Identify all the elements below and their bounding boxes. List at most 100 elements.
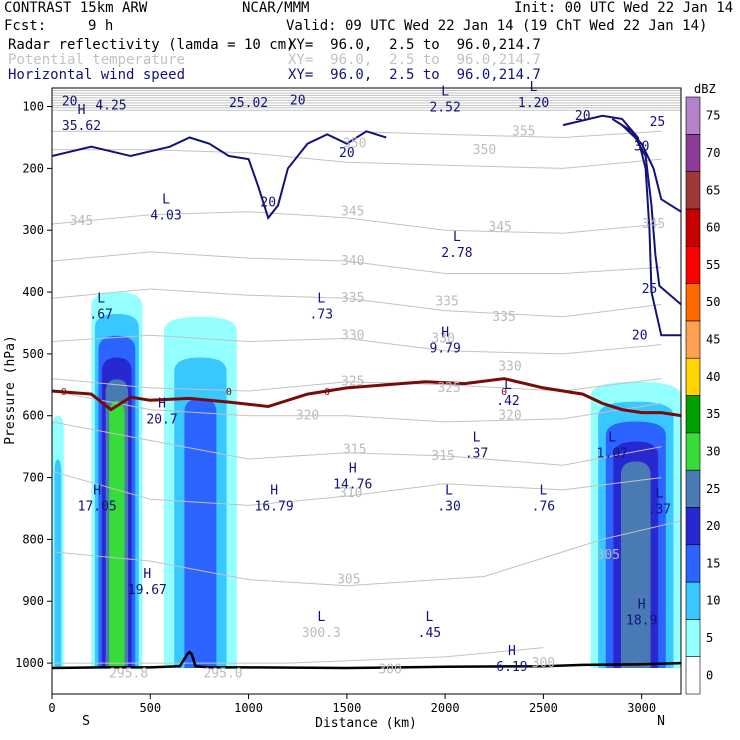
wind-label: 20 xyxy=(290,93,306,108)
reflectivity-cell-0-level-30 xyxy=(109,401,125,669)
theta-label: 345 xyxy=(488,220,511,235)
colorbar-swatch-5 xyxy=(685,619,701,657)
extremum-value: 9.79 xyxy=(429,342,460,357)
extremum-value: .37 xyxy=(648,502,671,517)
colorbar-label: 70 xyxy=(706,146,720,160)
x-tick-label: 1000 xyxy=(234,701,263,715)
theta-contour-300 xyxy=(52,647,544,664)
theta-contour-340 xyxy=(52,251,662,274)
extremum-value: 2.52 xyxy=(429,100,460,115)
theta-label: 350 xyxy=(343,137,366,152)
terrain-surface-line xyxy=(51,650,682,670)
y-tick-label: 400 xyxy=(22,285,44,299)
x-tick-label: 2500 xyxy=(529,701,558,715)
zero-contour-label: 0 xyxy=(61,387,67,398)
theta-contour-310 xyxy=(52,470,662,506)
extremum-value: 1.20 xyxy=(518,96,549,111)
wind-contour-25-2 xyxy=(611,118,681,306)
colorbar-label: 0 xyxy=(706,668,713,682)
y-tick-label: 1000 xyxy=(15,656,44,670)
theta-label: 310 xyxy=(339,486,362,501)
extremum-marker: H xyxy=(349,462,357,477)
extremum-marker: L xyxy=(97,292,105,307)
colorbar-swatch-75 xyxy=(685,96,701,135)
extremum-marker: L xyxy=(453,230,461,245)
reflectivity-cell-2-level-25 xyxy=(620,461,651,669)
colorbar-swatch-45 xyxy=(685,320,701,359)
theta-label: 305 xyxy=(597,548,620,563)
field-name-reflectivity: Radar reflectivity (lamda = 10 cm) xyxy=(8,37,295,53)
theta-label: 335 xyxy=(435,294,458,309)
colorbar-unit: dBZ xyxy=(694,82,716,96)
theta-label: 345 xyxy=(642,217,665,232)
extremum-value: .76 xyxy=(532,499,555,514)
colorbar-swatch-50 xyxy=(685,283,701,322)
zero-contour-label: 0 xyxy=(226,387,232,398)
extremum-marker: L xyxy=(445,483,453,498)
theta-label: 315 xyxy=(343,443,366,458)
theta-label: 345 xyxy=(70,214,93,229)
reflectivity-cell-3-level-10 xyxy=(54,459,62,669)
theta-label: 325 xyxy=(437,381,460,396)
theta-label: 320 xyxy=(296,409,319,424)
field-name-potential-temperature: Potential temperature xyxy=(8,52,186,68)
plot-frame xyxy=(51,87,682,695)
colorbar-label: 50 xyxy=(706,295,720,309)
colorbar-swatch-10 xyxy=(685,581,701,620)
south-end-label: S xyxy=(82,714,90,729)
y-tick-label: 800 xyxy=(22,532,44,546)
extremum-value: .30 xyxy=(437,499,460,514)
theta-label: 335 xyxy=(341,291,364,306)
extremum-value: 1.07 xyxy=(597,447,628,462)
theta-contour-355 xyxy=(52,130,662,139)
x-tick-label: 1500 xyxy=(332,701,361,715)
wind-label: 20 xyxy=(260,195,276,210)
extremum-value: 35.62 xyxy=(62,119,101,134)
zero-contour-label: 0 xyxy=(501,387,507,398)
x-tick-label: 3000 xyxy=(627,701,656,715)
extremum-value: 295.0 xyxy=(203,666,242,681)
extremum-value: 2.78 xyxy=(441,246,472,261)
colorbar-swatch-65 xyxy=(685,171,701,210)
extremum-value: 4.03 xyxy=(150,209,181,224)
colorbar-swatch-25 xyxy=(685,469,701,508)
colorbar-label: 60 xyxy=(706,221,720,235)
colorbar-swatch-15 xyxy=(685,544,701,583)
extremum-marker: H xyxy=(78,103,86,118)
extremum-value: 300.3 xyxy=(302,626,341,641)
colorbar-label: 10 xyxy=(706,594,720,608)
colorbar-swatch-55 xyxy=(685,245,701,284)
x-tick-label: 0 xyxy=(48,701,55,715)
x-axis-label: Distance (km) xyxy=(315,716,417,731)
extremum-marker: L xyxy=(441,84,449,99)
colorbar-label: 25 xyxy=(706,482,720,496)
wind-contour-30-3 xyxy=(621,124,681,213)
theta-label: 315 xyxy=(431,449,454,464)
model-title: CONTRAST 15km ARW xyxy=(4,0,148,16)
y-tick-label: 200 xyxy=(22,161,44,175)
extremum-value: .37 xyxy=(465,447,488,462)
init-time: Init: 00 UTC Wed 22 Jan 14 xyxy=(514,0,734,16)
extremum-marker: L xyxy=(317,610,325,625)
extremum-marker: H xyxy=(270,483,278,498)
extremum-marker: H xyxy=(93,483,101,498)
colorbar-swatch-35 xyxy=(685,395,701,434)
y-tick-label: 900 xyxy=(22,594,44,608)
extremum-value: .42 xyxy=(496,394,519,409)
wind-label: 25 xyxy=(650,115,666,130)
y-tick-label: 700 xyxy=(22,471,44,485)
theta-label: 350 xyxy=(473,143,496,158)
extremum-marker: L xyxy=(317,292,325,307)
forecast-hour: 9 h xyxy=(88,18,114,34)
extremum-value: 295.8 xyxy=(109,666,148,681)
theta-label: 325 xyxy=(341,375,364,390)
colorbar-label: 5 xyxy=(706,631,713,645)
theta-label: 340 xyxy=(341,254,364,269)
colorbar-label: 55 xyxy=(706,258,720,272)
wind-label: 20 xyxy=(339,146,355,161)
y-tick-label: 600 xyxy=(22,409,44,423)
extremum-marker: L xyxy=(162,193,170,208)
extremum-value: 16.79 xyxy=(255,499,294,514)
wind-label: 20 xyxy=(632,328,648,343)
